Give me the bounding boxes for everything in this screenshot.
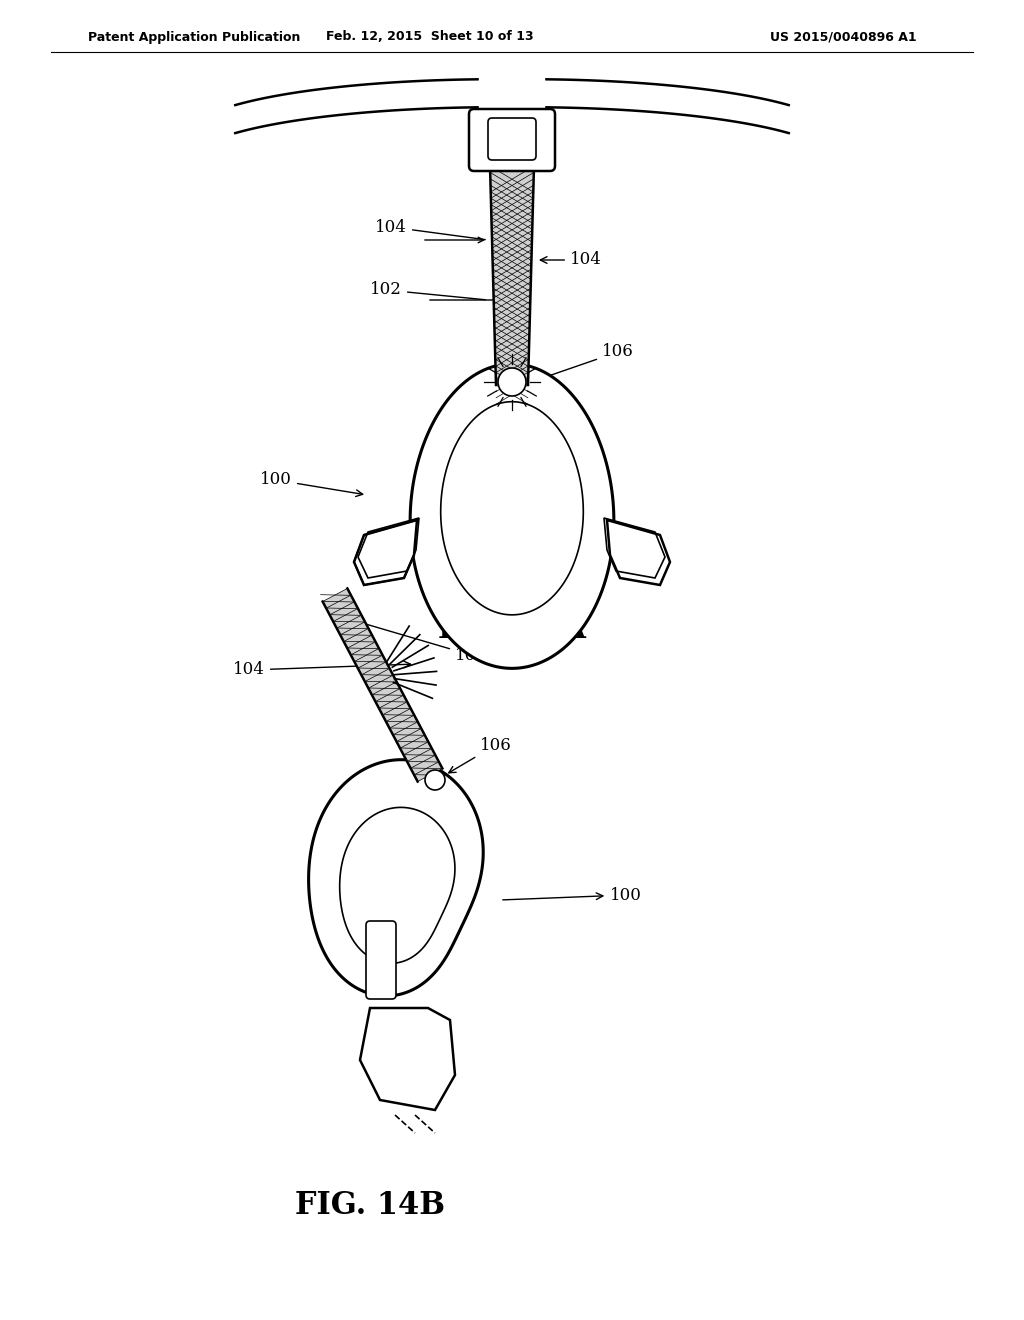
- Text: 100: 100: [260, 471, 362, 496]
- Text: Feb. 12, 2015  Sheet 10 of 13: Feb. 12, 2015 Sheet 10 of 13: [327, 30, 534, 44]
- Text: 104: 104: [541, 252, 602, 268]
- FancyBboxPatch shape: [366, 921, 396, 999]
- Polygon shape: [340, 808, 455, 964]
- FancyBboxPatch shape: [469, 110, 555, 172]
- Polygon shape: [607, 520, 670, 585]
- Text: 102: 102: [339, 615, 486, 664]
- Polygon shape: [308, 760, 483, 995]
- Polygon shape: [411, 364, 613, 668]
- Circle shape: [425, 770, 445, 789]
- Polygon shape: [360, 1008, 455, 1110]
- Text: 102: 102: [370, 281, 485, 300]
- Text: Patent Application Publication: Patent Application Publication: [88, 30, 300, 44]
- Text: 100: 100: [503, 887, 642, 903]
- Polygon shape: [354, 520, 417, 585]
- Text: FIG. 14B: FIG. 14B: [295, 1189, 445, 1221]
- Polygon shape: [323, 589, 442, 781]
- Circle shape: [498, 368, 526, 396]
- Polygon shape: [440, 401, 584, 615]
- Polygon shape: [490, 166, 534, 385]
- Text: 106: 106: [449, 737, 512, 772]
- Text: 104: 104: [375, 219, 485, 240]
- Text: 104: 104: [233, 661, 411, 678]
- Text: FIG. 14A: FIG. 14A: [438, 615, 586, 645]
- Text: US 2015/0040896 A1: US 2015/0040896 A1: [770, 30, 916, 44]
- Text: 106: 106: [536, 343, 634, 381]
- FancyBboxPatch shape: [488, 117, 536, 160]
